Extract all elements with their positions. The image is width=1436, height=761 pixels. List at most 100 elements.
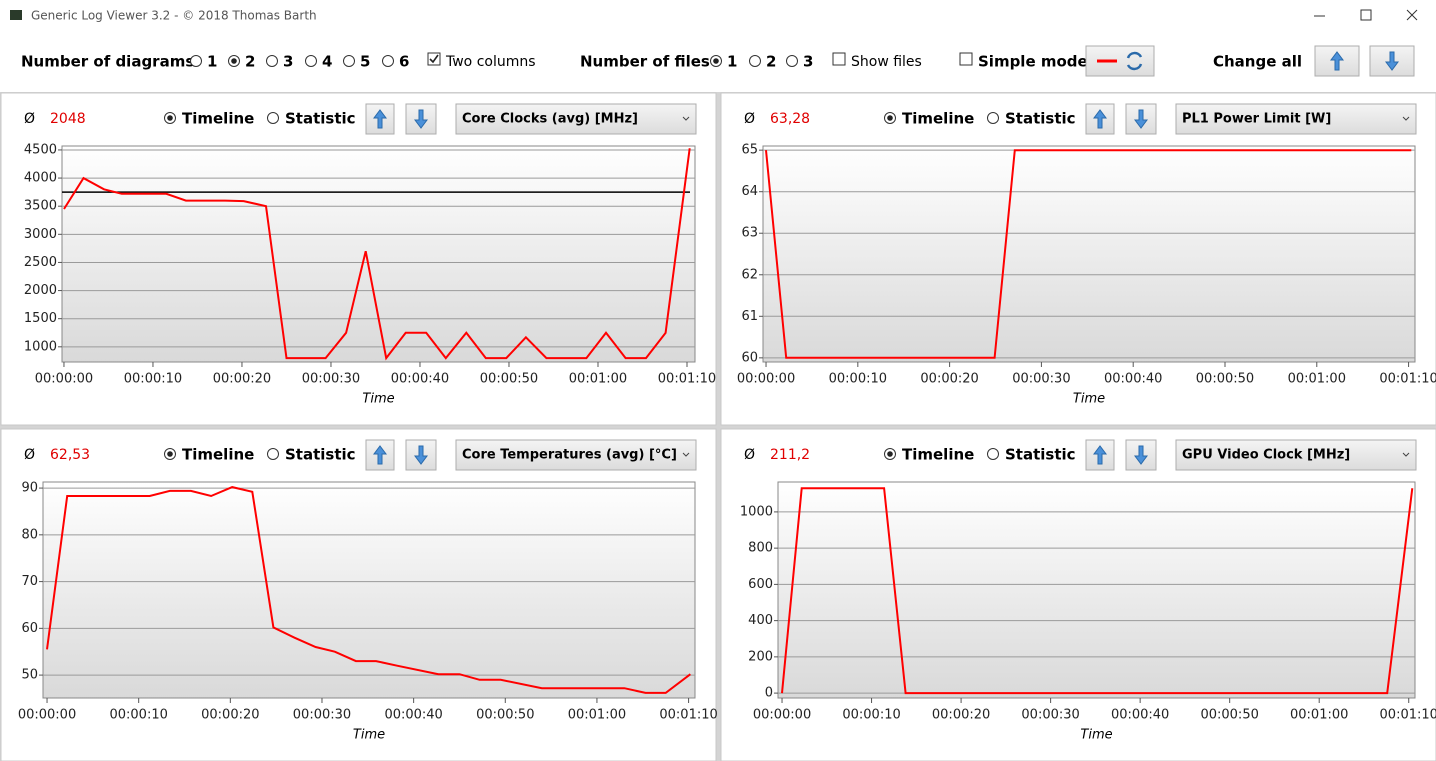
radio-button[interactable] <box>267 448 279 460</box>
color-refresh-button[interactable] <box>1085 45 1155 77</box>
diagram-option: 6 <box>399 53 409 71</box>
x-axis-label: Time <box>1073 392 1105 407</box>
x-tick-label: 00:00:10 <box>109 708 167 723</box>
channel-dropdown[interactable] <box>455 103 697 135</box>
channel-dropdown[interactable] <box>455 439 697 471</box>
y-tick-label: 80 <box>21 527 38 542</box>
arrow-down-icon <box>1134 109 1148 129</box>
channel-title: PL1 Power Limit [W] <box>1182 112 1331 127</box>
plot-area <box>61 145 696 363</box>
x-tick-label: 00:00:00 <box>753 708 811 723</box>
radio-button[interactable] <box>305 55 317 67</box>
x-tick-label: 00:00:50 <box>480 372 538 387</box>
radio-button[interactable] <box>267 112 279 124</box>
y-tick-label: 2000 <box>24 283 57 298</box>
diagrams-label: Number of diagrams <box>21 53 194 71</box>
dropdown-arrow <box>1402 116 1410 121</box>
data-line <box>765 149 1412 359</box>
view-option: Statistic <box>285 446 356 464</box>
radio-button[interactable] <box>190 55 202 67</box>
simple-mode-label: Simple mode <box>978 53 1088 71</box>
y-tick-label: 62 <box>741 267 758 282</box>
view-option: Timeline <box>182 446 254 464</box>
y-tick-label: 800 <box>748 541 773 556</box>
y-tick-label: 2500 <box>24 255 57 270</box>
change-all-label: Change all <box>1213 53 1302 71</box>
checkmark <box>429 54 439 64</box>
view-option: Statistic <box>285 110 356 128</box>
y-tick-label: 61 <box>741 309 758 324</box>
x-axis-label: Time <box>1080 728 1112 743</box>
radio-button[interactable] <box>987 112 999 124</box>
y-tick-label: 63 <box>741 226 758 241</box>
x-tick-label: 00:00:40 <box>1104 372 1162 387</box>
y-tick-label: 1000 <box>24 339 57 354</box>
x-tick-label: 00:00:20 <box>920 372 978 387</box>
y-tick-label: 1500 <box>24 311 57 326</box>
channel-dropdown[interactable] <box>1175 103 1417 135</box>
x-tick-label: 00:00:00 <box>35 372 93 387</box>
app-icon <box>10 10 22 20</box>
maximize-button[interactable] <box>1360 9 1372 21</box>
diagram-option: 1 <box>207 53 217 71</box>
radio-button[interactable] <box>343 55 355 67</box>
close-button[interactable] <box>1406 9 1418 21</box>
x-tick-label: 00:00:50 <box>476 708 534 723</box>
x-tick-label: 00:00:50 <box>1196 372 1254 387</box>
x-tick-label: 00:01:00 <box>568 708 626 723</box>
data-line <box>46 486 692 694</box>
show-files-label: Show files <box>851 54 922 70</box>
average-value: 2048 <box>50 111 86 127</box>
x-tick-label: 00:00:30 <box>1012 372 1070 387</box>
channel-title: Core Clocks (avg) [MHz] <box>462 112 638 127</box>
arrow-up-icon <box>1093 445 1107 465</box>
x-tick-label: 00:00:50 <box>1200 708 1258 723</box>
y-tick-label: 64 <box>741 184 758 199</box>
data-line <box>63 148 691 361</box>
window-title: Generic Log Viewer 3.2 - © 2018 Thomas B… <box>31 9 317 23</box>
radio-button[interactable] <box>382 55 394 67</box>
radio-button[interactable] <box>786 55 798 67</box>
average-value: 211,2 <box>770 447 810 463</box>
checkbox[interactable] <box>427 52 441 66</box>
x-tick-label: 00:00:30 <box>293 708 351 723</box>
x-tick-label: 00:01:10 <box>1380 708 1436 723</box>
radio-button[interactable] <box>987 448 999 460</box>
file-option: 1 <box>727 53 737 71</box>
move-down-button[interactable] <box>1125 439 1157 471</box>
plot-area <box>762 145 1416 363</box>
plot-area <box>42 481 696 699</box>
x-tick-label: 00:01:00 <box>1288 372 1346 387</box>
arrow-up-icon <box>373 109 387 129</box>
arrow-down-icon <box>1134 445 1148 465</box>
x-tick-label: 00:00:00 <box>737 372 795 387</box>
radio-button[interactable] <box>266 55 278 67</box>
radio-button[interactable] <box>749 55 761 67</box>
dropdown-arrow <box>682 452 690 457</box>
channel-title: GPU Video Clock [MHz] <box>1182 448 1350 463</box>
file-option: 3 <box>803 53 813 71</box>
y-tick-label: 70 <box>21 574 38 589</box>
x-tick-label: 00:00:40 <box>1111 708 1169 723</box>
average-symbol: Ø <box>744 111 755 127</box>
arrow-up-icon <box>373 445 387 465</box>
y-tick-label: 65 <box>741 143 758 158</box>
y-tick-label: 60 <box>21 621 38 636</box>
checkbox[interactable] <box>832 52 846 66</box>
diagram-option: 5 <box>360 53 370 71</box>
y-tick-label: 1000 <box>740 504 773 519</box>
dropdown-arrow <box>1402 452 1410 457</box>
toolbar-bg <box>0 0 1436 92</box>
arrow-up-icon <box>1330 51 1344 71</box>
y-tick-label: 3500 <box>24 199 57 214</box>
checkbox[interactable] <box>959 52 973 66</box>
arrow-up-icon <box>1093 109 1107 129</box>
channel-dropdown[interactable] <box>1175 439 1417 471</box>
x-tick-label: 00:00:40 <box>391 372 449 387</box>
view-option: Statistic <box>1005 110 1076 128</box>
radio-dot <box>887 115 893 121</box>
view-option: Timeline <box>902 446 974 464</box>
average-symbol: Ø <box>24 447 35 463</box>
arrow-down-icon <box>414 445 428 465</box>
